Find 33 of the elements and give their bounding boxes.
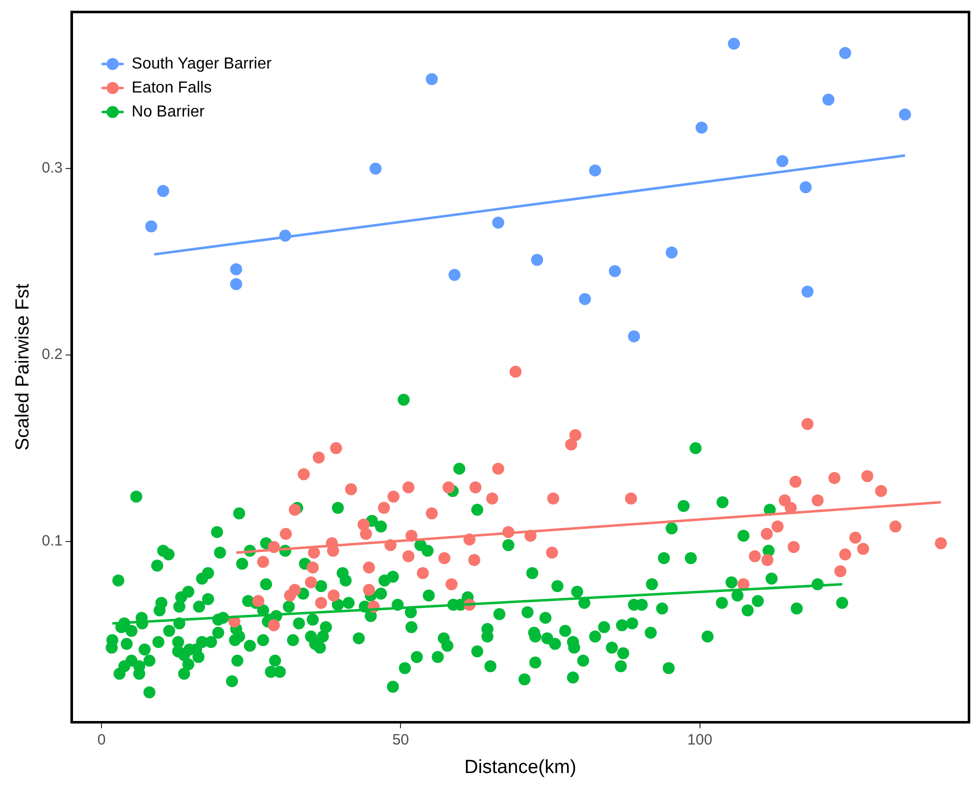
x-tick-label: 50	[392, 731, 410, 748]
point	[448, 268, 461, 281]
point	[839, 47, 852, 60]
point	[822, 94, 834, 106]
x-tick-label: 100	[687, 731, 712, 748]
point	[578, 293, 591, 306]
point	[801, 286, 814, 298]
legend-label: South Yager Barrier	[132, 55, 272, 72]
point	[666, 246, 678, 258]
x-axis-title: Distance(km)	[464, 756, 576, 778]
point	[230, 263, 242, 276]
legend-label: Eaton Falls	[132, 79, 212, 96]
point	[492, 216, 504, 229]
point	[531, 254, 544, 266]
point	[157, 184, 170, 197]
point	[800, 181, 812, 194]
point	[628, 330, 640, 342]
point	[776, 155, 788, 168]
y-axis-title: Scaled Pairwise Fst	[12, 282, 34, 451]
point	[426, 73, 438, 86]
point	[608, 265, 621, 278]
point	[898, 108, 911, 121]
y-tick-label: 0.1	[42, 532, 63, 550]
y-tick-label: 0.3	[42, 160, 63, 177]
point	[370, 162, 382, 175]
legend-label: No Barrier	[132, 103, 206, 120]
point	[696, 122, 708, 134]
point	[230, 278, 242, 290]
y-tick-label: 0.2	[42, 346, 63, 364]
x-tick-label: 0	[97, 731, 106, 748]
point	[589, 164, 602, 176]
point	[728, 38, 740, 50]
point	[145, 220, 158, 232]
